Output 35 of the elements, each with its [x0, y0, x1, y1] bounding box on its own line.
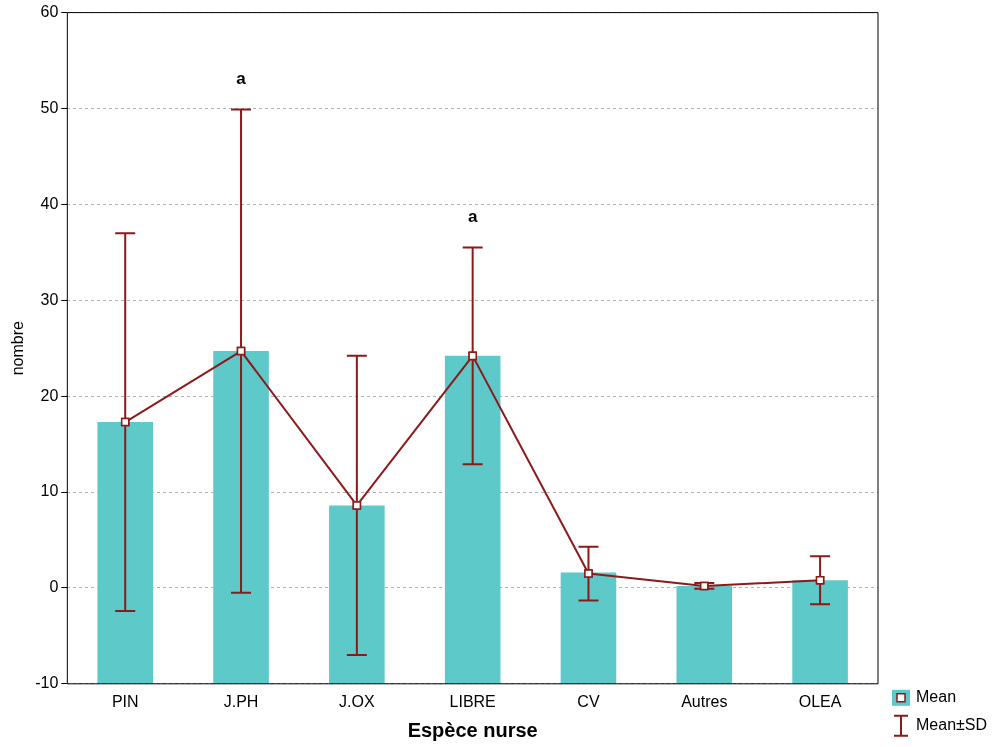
- y-tick-label: 50: [40, 98, 59, 116]
- legend-label: Mean: [916, 688, 957, 706]
- x-tick-label: Autres: [681, 692, 728, 710]
- x-tick-label: OLEA: [798, 692, 842, 710]
- point: [120, 417, 130, 427]
- point: [584, 569, 593, 578]
- point: [236, 346, 246, 356]
- bar: [560, 572, 617, 684]
- bar: [792, 580, 848, 684]
- x-axis-title: Espèce nurse: [407, 718, 538, 741]
- x-tick-label: J.OX: [339, 692, 375, 710]
- bar: [676, 586, 733, 684]
- bar: [329, 505, 385, 684]
- point: [352, 501, 362, 510]
- y-axis-title: nombre: [9, 320, 27, 376]
- point: [815, 575, 825, 585]
- bar: [213, 351, 269, 684]
- x-tick-label: J.PH: [223, 692, 259, 710]
- y-tick-label: 10: [40, 482, 59, 500]
- point: [700, 581, 709, 591]
- x-tick-label: PIN: [111, 692, 139, 710]
- y-tick-label: 30: [40, 290, 59, 308]
- y-tick-label: 20: [40, 386, 59, 404]
- x-tick-label: CV: [577, 692, 600, 710]
- bar: [444, 355, 501, 684]
- y-tick-label: 40: [40, 194, 59, 212]
- legend-label: Mean±SD: [916, 716, 988, 734]
- y-tick-label: 0: [49, 578, 59, 596]
- x-tick-label: LIBRE: [449, 692, 496, 710]
- point: [468, 351, 477, 361]
- y-tick-label: -10: [35, 674, 59, 692]
- bar: [97, 422, 154, 684]
- annotation: a: [467, 207, 478, 227]
- annotation: a: [236, 69, 247, 89]
- y-tick-label: 60: [40, 3, 59, 21]
